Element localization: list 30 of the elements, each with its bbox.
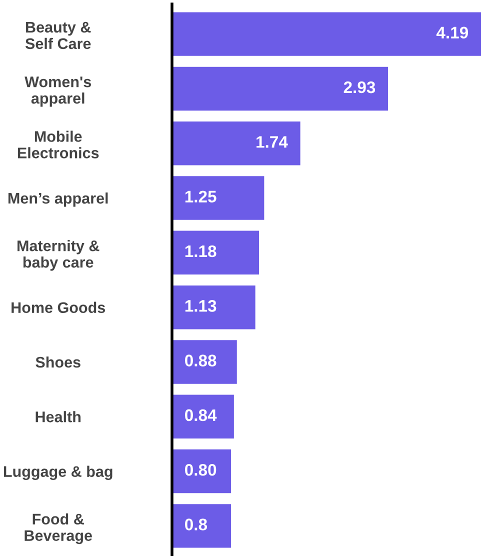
data-label: 0.88 (185, 354, 216, 366)
y-tick-label: Women's apparel (24, 76, 91, 107)
data-label: 0.8 (185, 518, 208, 530)
data-label: 0.80 (185, 464, 216, 476)
data-label: 1.18 (185, 245, 216, 258)
bar (172, 449, 231, 494)
data-label: 1.74 (256, 136, 288, 148)
bar (172, 504, 231, 548)
bar (172, 285, 256, 330)
y-tick-label: Luggage & bag (4, 466, 112, 480)
bar (172, 230, 260, 275)
y-tick-label: Beauty & Self Care (25, 22, 91, 50)
y-tick-label: Men’s apparel (8, 192, 108, 207)
bar (172, 394, 234, 438)
data-label: 4.19 (436, 26, 468, 39)
bar (172, 122, 300, 166)
bar (172, 12, 481, 56)
bar (172, 176, 264, 220)
data-label: 2.93 (344, 81, 376, 94)
y-tick-label: Maternity & baby care (18, 240, 100, 271)
y-tick-label: Food & Beverage (24, 513, 92, 544)
data-label: 1.13 (185, 300, 216, 312)
bar (172, 66, 388, 111)
y-tick-label: Health (36, 411, 81, 422)
y-tick-label: Home Goods (12, 302, 106, 314)
bar (172, 340, 237, 384)
y-tick-label: Mobile Electronics (18, 130, 99, 158)
y-tick-label: Shoes (36, 356, 80, 368)
data-label: 1.25 (185, 190, 216, 202)
data-label: 0.84 (185, 409, 217, 422)
